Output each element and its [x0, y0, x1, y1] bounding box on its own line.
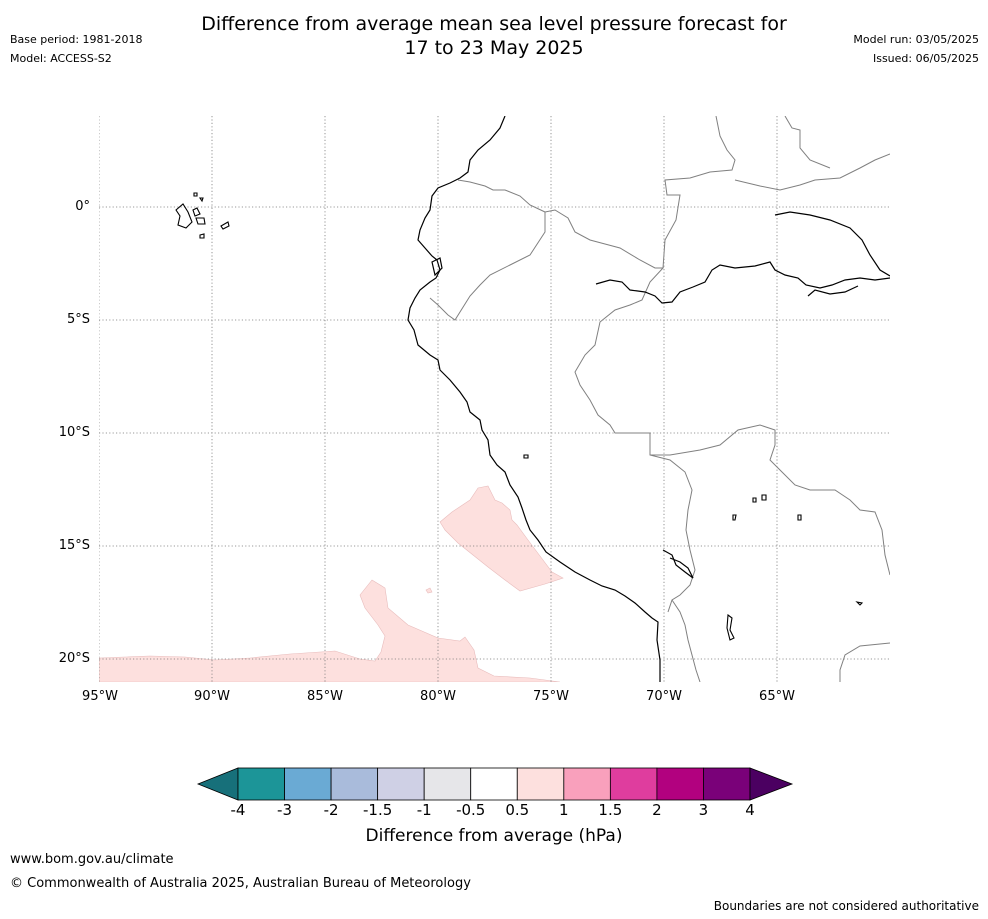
lat-label-15s: 15°S [58, 538, 90, 553]
anomaly-region-south [99, 579, 561, 682]
model-text: Model: ACCESS-S2 [10, 52, 112, 65]
gridlines [99, 116, 890, 682]
copyright-text: © Commonwealth of Australia 2025, Austra… [10, 876, 471, 891]
colorbar-tick-label: 3 [698, 801, 709, 819]
anomaly-region-peru-offshore [439, 485, 564, 592]
colorbar-swatch [423, 767, 472, 801]
country-borders [429, 116, 890, 682]
coastlines [407, 116, 890, 682]
colorbar-tick-label: 0.5 [505, 801, 530, 819]
title-line-1: Difference from average mean sea level p… [201, 13, 787, 35]
colorbar-swatch [656, 767, 704, 801]
lon-label-65w: 65°W [759, 689, 795, 704]
lon-label-85w: 85°W [307, 689, 343, 704]
colorbar-swatch [563, 767, 611, 801]
lat-label-20s: 20°S [58, 651, 90, 666]
lat-label-0: 0° [75, 199, 90, 214]
colorbar-tick-label: -1 [416, 801, 432, 819]
lon-label-70w: 70°W [646, 689, 682, 704]
colorbar-title: Difference from average (hPa) [365, 826, 623, 846]
chart-title: Difference from average mean sea level p… [0, 12, 988, 60]
colorbar-tick-label: 1.5 [598, 801, 623, 819]
anomaly-island-dot [425, 587, 433, 594]
model-run-text: Model run: 03/05/2025 [853, 33, 979, 46]
meta-right: Model run: 03/05/2025 Issued: 06/05/2025 [853, 30, 979, 68]
colorbar-swatch [609, 767, 658, 801]
colorbar [196, 767, 794, 801]
colorbar-tick-label: -1.5 [362, 801, 393, 819]
meta-left: Base period: 1981-2018 Model: ACCESS-S2 [10, 30, 142, 68]
colorbar-swatch [284, 767, 332, 801]
colorbar-tick-label: -4 [230, 801, 246, 819]
colorbar-swatch [516, 767, 565, 801]
colorbar-tick-label: -2 [323, 801, 339, 819]
lon-label-90w: 90°W [194, 689, 230, 704]
colorbar-tick-label: 4 [745, 801, 755, 819]
lat-label-5s: 5°S [66, 312, 90, 327]
colorbar-swatch [330, 767, 379, 801]
colorbar-extend-low [196, 767, 239, 801]
title-line-2: 17 to 23 May 2025 [404, 37, 584, 59]
colorbar-tick-label: -3 [277, 801, 293, 819]
lon-label-80w: 80°W [420, 689, 456, 704]
base-period-text: Base period: 1981-2018 [10, 33, 143, 46]
colorbar-swatch [377, 767, 425, 801]
colorbar-extend-high [749, 767, 794, 801]
islands [175, 192, 864, 641]
colorbar-tick-label: -0.5 [456, 801, 486, 819]
colorbar-swatch [237, 767, 285, 801]
website-url: www.bom.gov.au/climate [10, 852, 174, 867]
colorbar-tick-label: 2 [652, 801, 662, 819]
disclaimer-text: Boundaries are not considered authoritat… [713, 899, 979, 913]
issued-text: Issued: 06/05/2025 [872, 52, 979, 65]
colorbar-tick-label: 1 [559, 801, 569, 819]
colorbar-swatch [470, 767, 518, 801]
lon-label-95w: 95°W [82, 689, 118, 704]
lon-label-75w: 75°W [533, 689, 569, 704]
lat-label-10s: 10°S [58, 425, 90, 440]
colorbar-swatch [703, 767, 751, 801]
